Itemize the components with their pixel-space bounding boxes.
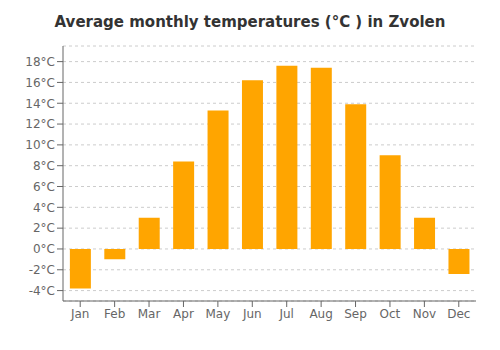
svg-text:6°C: 6°C — [33, 180, 55, 194]
html-text:Average monthly temperatures (: Average monthly temperatures (°C ) in Zv… — [54, 13, 446, 31]
svg-text:14°C: 14°C — [25, 97, 55, 111]
svg-text:0°C: 0°C — [33, 242, 55, 256]
svg-text:May: May — [205, 307, 230, 321]
svg-text:Mar: Mar — [138, 307, 161, 321]
svg-text:Jul: Jul — [278, 307, 293, 321]
svg-text:Oct: Oct — [380, 307, 401, 321]
svg-text:Aug: Aug — [309, 307, 332, 321]
svg-text:Apr: Apr — [173, 307, 194, 321]
svg-text:2°C: 2°C — [33, 221, 55, 235]
svg-text:-2°C: -2°C — [29, 263, 55, 277]
svg-text:10°C: 10°C — [25, 138, 55, 152]
svg-text:Dec: Dec — [447, 307, 470, 321]
svg-text:4°C: 4°C — [33, 201, 55, 215]
svg-text:Jan: Jan — [70, 307, 90, 321]
svg-text:Sep: Sep — [344, 307, 367, 321]
svg-text:Nov: Nov — [413, 307, 436, 321]
svg-text:-4°C: -4°C — [29, 284, 55, 298]
svg-text:12°C: 12°C — [25, 117, 55, 131]
svg-text:Jun: Jun — [242, 307, 262, 321]
svg-text:8°C: 8°C — [33, 159, 55, 173]
svg-text:16°C: 16°C — [25, 76, 55, 90]
svg-text:Feb: Feb — [104, 307, 125, 321]
svg-text:18°C: 18°C — [25, 55, 55, 69]
